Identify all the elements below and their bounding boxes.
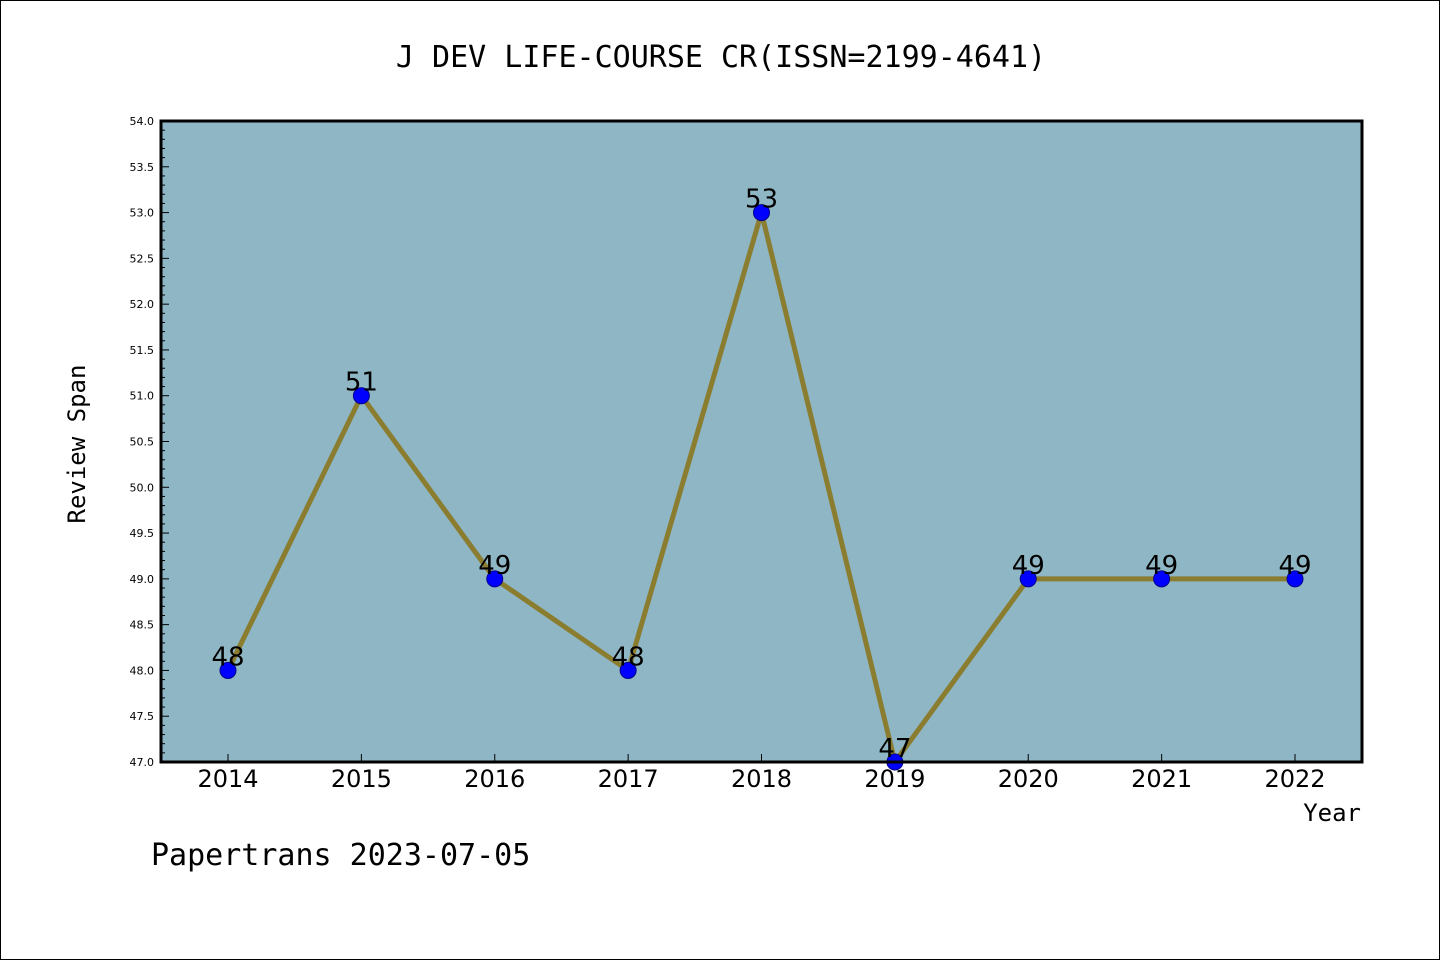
data-point	[1153, 570, 1171, 588]
data-label: 49	[1278, 551, 1311, 581]
data-point	[1019, 570, 1037, 588]
x-tick-label: 2022	[1264, 765, 1325, 793]
x-tick-label: 2016	[464, 765, 525, 793]
x-tick-label: 2020	[998, 765, 1059, 793]
plot-area	[161, 121, 1362, 762]
x-tick-label: 2015	[331, 765, 392, 793]
y-tick-label: 48.0	[130, 664, 155, 677]
y-tick-label: 52.0	[130, 298, 155, 311]
data-markers	[219, 204, 1304, 771]
data-point	[753, 204, 770, 222]
y-tick-label: 47.5	[130, 710, 155, 723]
data-label: 49	[1145, 551, 1178, 581]
data-point	[619, 661, 637, 679]
x-axis: 2014 2015 2016 2017 2018 2019 2020 2021 2022	[197, 754, 1326, 793]
x-tick-label: 2017	[598, 765, 659, 793]
y-tick-label: 51.5	[130, 344, 155, 357]
y-tick-label: 50.0	[130, 481, 155, 494]
y-tick-label: 52.5	[130, 252, 155, 265]
y-axis-label: Review Span	[63, 365, 91, 524]
data-label: 49	[1012, 551, 1045, 581]
y-tick-label: 48.5	[130, 619, 155, 632]
footer-text: Papertrans 2023-07-05	[151, 838, 530, 873]
y-tick-label: 49.5	[130, 527, 155, 540]
x-tick-label: 2018	[731, 765, 792, 793]
data-label: 48	[211, 642, 244, 672]
y-tick-label: 50.5	[130, 436, 155, 449]
x-tick-label: 2021	[1131, 765, 1192, 793]
y-tick-label: 53.5	[130, 161, 155, 174]
y-tick-label: 53.0	[130, 207, 155, 220]
x-axis-label: Year	[1303, 799, 1361, 827]
y-tick-label: 49.0	[130, 573, 155, 586]
y-tick-label: 47.0	[130, 756, 155, 769]
data-label: 51	[345, 368, 378, 398]
data-label: 47	[878, 734, 911, 764]
data-point	[352, 387, 370, 405]
y-tick-label: 54.0	[130, 115, 155, 128]
data-point	[219, 661, 237, 679]
data-label: 53	[745, 185, 778, 215]
x-tick-label: 2014	[197, 765, 258, 793]
data-label: 49	[478, 551, 511, 581]
data-point	[1286, 570, 1304, 588]
y-tick-label: 51.0	[130, 390, 155, 403]
data-point	[486, 570, 504, 588]
data-labels: 48 51 49 48 53 47 49 49 49	[211, 185, 1311, 764]
data-label: 48	[612, 642, 645, 672]
chart-title: J DEV LIFE-COURSE CR(ISSN=2199-4641)	[396, 40, 1046, 75]
y-axis: 47.0 47.5 48.0 48.5 49.0 49.5 50.0 50.5 51.0 51.5…	[130, 115, 169, 769]
plot-border	[159, 119, 1364, 764]
